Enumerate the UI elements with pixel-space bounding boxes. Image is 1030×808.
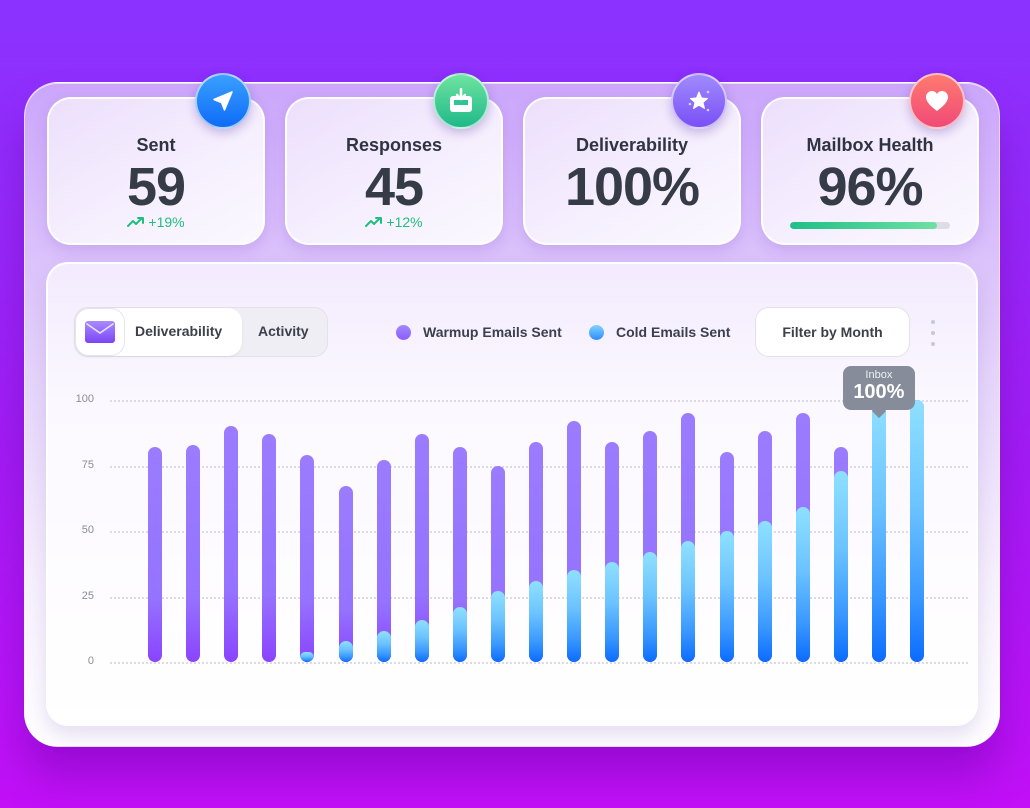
legend-dot-warmup [396, 324, 411, 340]
view-toggle: Deliverability Activity [74, 307, 328, 357]
legend-cold: Cold Emails Sent [589, 324, 730, 340]
mailbox-health-progress-fill [790, 222, 938, 229]
tab-deliverability[interactable]: Deliverability [75, 308, 242, 356]
stat-title: Responses [345, 135, 443, 155]
y-axis-tick: 75 [81, 458, 94, 471]
stat-value: 45 [364, 157, 424, 217]
chart-bar[interactable] [910, 400, 924, 662]
chart-bar-cold-segment [681, 541, 696, 662]
stat-trend: +12% [287, 214, 501, 230]
chart-bar[interactable] [452, 447, 467, 662]
trend-up-icon [365, 217, 383, 227]
chart-bar-cold-segment [300, 651, 315, 662]
chart-bar-cold-segment [605, 562, 620, 662]
envelope-icon [75, 308, 125, 356]
chart-bar-cold-segment [795, 507, 810, 662]
chart-bar[interactable] [605, 441, 620, 662]
inbox-download-icon [433, 73, 489, 129]
chart-bar[interactable] [681, 413, 696, 662]
chart-bar[interactable] [490, 465, 505, 662]
y-axis-tick: 25 [81, 589, 94, 602]
chart-bar-cold-segment [719, 530, 734, 662]
chart-bar[interactable] [300, 455, 315, 662]
chart-bar[interactable] [719, 452, 734, 662]
chart-bar-cold-segment [414, 620, 429, 662]
gridline [110, 400, 968, 402]
chart-bar[interactable] [224, 426, 239, 662]
tab-activity[interactable]: Activity [258, 323, 309, 339]
chart-bar[interactable] [376, 460, 391, 662]
chart-bar-cold-segment [529, 580, 543, 662]
stat-value: 100% [564, 157, 700, 217]
stat-trend: +19% [49, 214, 263, 230]
bar-chart: 0 25 50 75 100 Inbox 100% [48, 264, 980, 728]
chart-bar-cold-segment [910, 400, 924, 662]
chart-bar[interactable] [414, 434, 429, 662]
trend-value: +19% [148, 214, 185, 230]
y-axis-tick: 0 [87, 655, 94, 667]
chart-bar[interactable] [148, 447, 162, 662]
chart-bar-cold-segment [490, 591, 505, 662]
chart-bar[interactable] [871, 400, 886, 662]
filter-by-month-button[interactable]: Filter by Month [755, 307, 910, 357]
chart-bar[interactable] [757, 431, 772, 662]
stat-title: Mailbox Health [806, 135, 934, 155]
stat-title: Deliverability [575, 135, 689, 155]
heart-icon [909, 73, 965, 129]
kebab-menu-icon[interactable] [928, 320, 938, 346]
tooltip-label: Inbox [865, 369, 893, 381]
stat-card-mailbox-health: Mailbox Health 96% [761, 73, 979, 245]
trend-up-icon [127, 217, 145, 227]
chart-bar[interactable] [529, 441, 543, 662]
trend-value: +12% [386, 214, 423, 230]
chart-bar-cold-segment [567, 570, 582, 662]
stat-card-responses: Responses 45 +12% [285, 73, 503, 245]
stat-value: 96% [817, 157, 923, 217]
chart-bar[interactable] [643, 431, 658, 662]
chart-bar-cold-segment [833, 470, 848, 662]
stat-value: 59 [126, 157, 186, 217]
stat-card-deliverability: Deliverability 100% [523, 73, 741, 245]
chart-bar[interactable] [262, 434, 277, 662]
chart-bar-cold-segment [338, 641, 353, 662]
mailbox-health-progress [790, 222, 950, 229]
chart-bar[interactable] [338, 486, 353, 662]
chart-bar-cold-segment [376, 630, 391, 662]
sparkle-star-icon [671, 73, 727, 129]
chart-bar[interactable] [833, 447, 848, 662]
legend-label: Cold Emails Sent [616, 324, 731, 340]
y-axis-tick: 50 [81, 524, 94, 536]
legend-warmup: Warmup Emails Sent [396, 324, 562, 340]
tab-deliverability-label: Deliverability [135, 323, 223, 339]
gridline [110, 662, 968, 664]
y-axis-tick: 100 [75, 393, 94, 405]
stat-card-sent: Sent 59 +19% [47, 73, 265, 245]
chart-panel: Deliverability Activity Warmup Emails Se… [46, 262, 978, 726]
chart-bar-cold-segment [452, 606, 467, 662]
chart-bar-cold-segment [871, 400, 886, 662]
tooltip-value: 100% [853, 381, 905, 403]
chart-bar-cold-segment [643, 551, 658, 662]
chart-bar[interactable] [567, 420, 582, 662]
chart-bar[interactable] [795, 413, 810, 662]
chart-bar[interactable] [186, 444, 201, 662]
legend-label: Warmup Emails Sent [423, 324, 562, 340]
chart-bar-cold-segment [757, 520, 772, 662]
legend-dot-cold [589, 324, 604, 340]
stat-title: Sent [136, 135, 176, 155]
paper-plane-icon [195, 73, 251, 129]
inbox-tooltip: Inbox 100% [842, 366, 915, 410]
